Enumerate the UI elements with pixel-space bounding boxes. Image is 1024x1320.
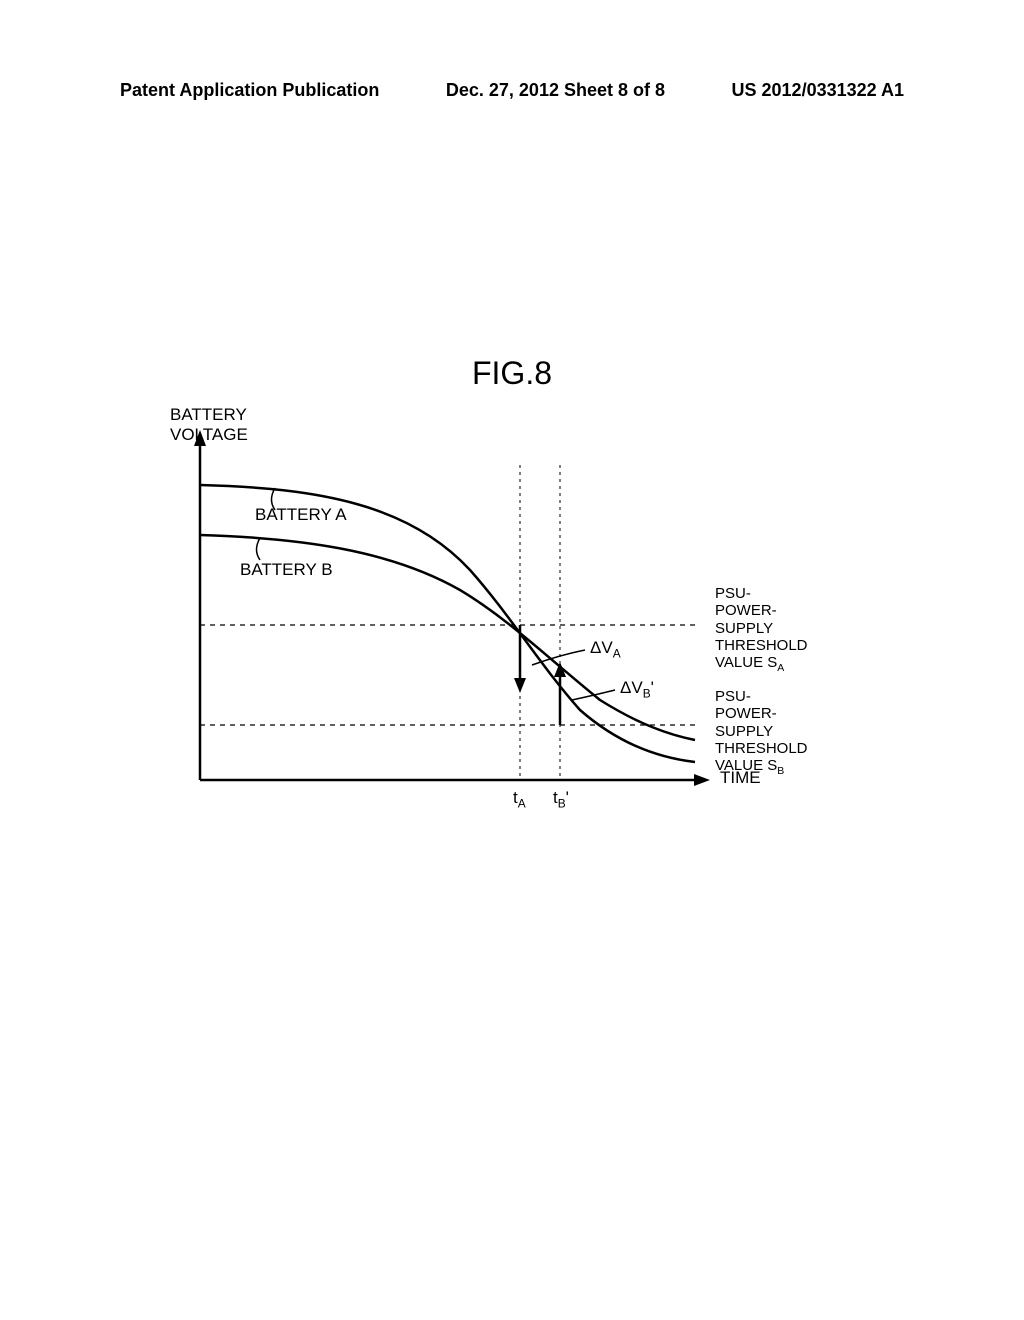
tick-tb: tB' xyxy=(553,788,569,810)
header-right: US 2012/0331322 A1 xyxy=(732,80,904,101)
chart: BATTERY VOLTAGE TIME BATTERY A BATTERY B… xyxy=(140,410,890,860)
threshold-label-sb: PSU- POWER- SUPPLY THRESHOLD VALUE SB xyxy=(715,688,808,777)
page-header: Patent Application Publication Dec. 27, … xyxy=(0,80,1024,101)
delta-va-label: ΔVA xyxy=(590,638,621,660)
axes xyxy=(194,430,710,786)
figure-title: FIG.8 xyxy=(472,355,552,392)
label-battery-b: BATTERY B xyxy=(240,560,333,580)
threshold-label-sa: PSU- POWER- SUPPLY THRESHOLD VALUE SA xyxy=(715,585,808,674)
leader-delta-va xyxy=(532,650,585,665)
leader-delta-vb xyxy=(572,690,615,700)
header-center: Dec. 27, 2012 Sheet 8 of 8 xyxy=(446,80,665,101)
y-axis-label: BATTERY VOLTAGE xyxy=(170,405,248,446)
label-battery-a: BATTERY A xyxy=(255,505,347,525)
tick-ta: tA xyxy=(513,788,526,810)
header-left: Patent Application Publication xyxy=(120,80,379,101)
curve-battery-a xyxy=(200,485,695,762)
leader-battery-b xyxy=(257,538,261,560)
delta-vb-label: ΔVB' xyxy=(620,678,654,700)
